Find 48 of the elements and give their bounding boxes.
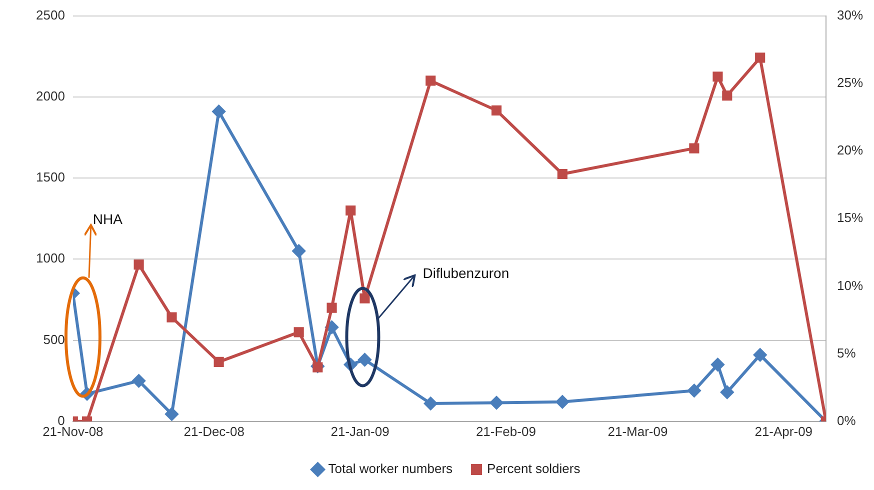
x-tick-label: 21-Jan-09: [330, 424, 390, 439]
point: [212, 105, 226, 118]
x-tick-label: 21-Dec-08: [184, 424, 244, 439]
point: [325, 320, 338, 334]
point: [134, 260, 144, 270]
x-tick-label: 21-Apr-09: [754, 424, 813, 439]
point: [755, 52, 766, 63]
point: [556, 395, 569, 408]
y-tick-label: 500: [43, 332, 65, 347]
annotation: Diflubenzuron: [422, 265, 510, 282]
y-tick-label: 2500: [36, 7, 65, 22]
point: [711, 358, 724, 372]
point: [490, 396, 504, 410]
point: [424, 397, 438, 410]
y2-tick-label: 0%: [836, 412, 856, 428]
x-tick-label: 21-Feb-09: [476, 424, 536, 439]
point: [689, 143, 700, 154]
y2-tick-label: 5%: [836, 345, 856, 360]
x-tick-label: 21-Mar-09: [608, 424, 668, 439]
y2-tick-label: 25%: [836, 74, 864, 90]
point: [557, 168, 568, 180]
point: [754, 348, 767, 362]
annotation: NHA: [92, 211, 122, 228]
point: [166, 312, 177, 322]
point: [165, 408, 178, 421]
point: [360, 293, 370, 304]
point: [326, 302, 337, 313]
y2-tick-label: 20%: [836, 142, 864, 158]
point: [214, 356, 224, 367]
point: [358, 353, 372, 366]
point: [491, 105, 502, 116]
point: [688, 384, 701, 398]
point: [132, 374, 146, 388]
point: [292, 244, 306, 258]
y2-tick-label: 10%: [836, 278, 864, 293]
y-tick-label: 1000: [36, 250, 65, 266]
legend-label: Percent soldiers: [487, 461, 581, 476]
y2-tick-label: 30%: [836, 7, 864, 22]
point: [712, 72, 723, 82]
point: [346, 205, 356, 216]
point: [720, 386, 734, 399]
point: [722, 90, 732, 101]
legend-label: Total worker numbers: [328, 461, 454, 476]
y-tick-label: 1500: [36, 170, 65, 185]
point: [294, 327, 304, 338]
point: [426, 76, 436, 86]
y-tick-label: 2000: [36, 88, 65, 104]
y2-tick-label: 15%: [836, 210, 864, 226]
